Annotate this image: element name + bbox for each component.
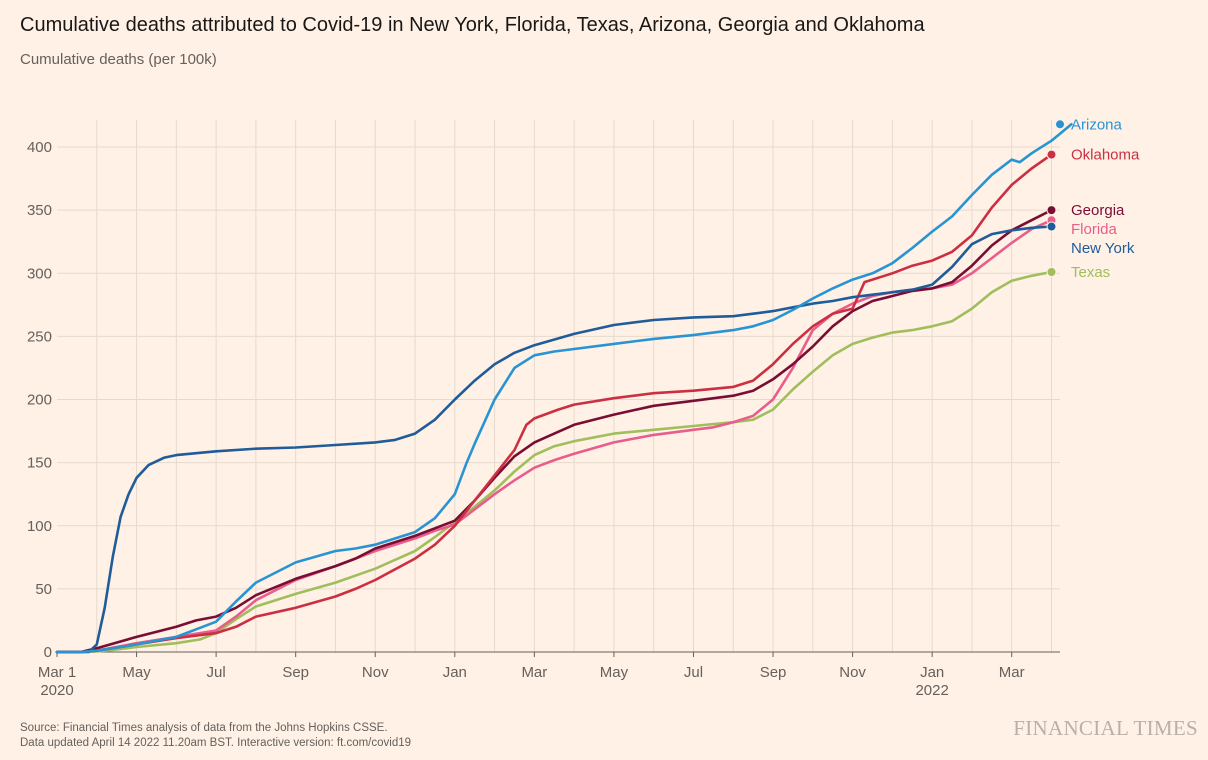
series-line-florida: [55, 218, 1053, 654]
y-tick-label: 200: [27, 392, 52, 409]
x-tick-label: May: [600, 664, 629, 681]
series-line-texas: [55, 270, 1053, 654]
x-tick-label: Nov: [362, 664, 389, 681]
series-line-oklahoma: [55, 153, 1053, 654]
y-tick-label: 100: [27, 518, 52, 535]
series-line-new-york: [55, 225, 1053, 654]
x-tick-label: Jul: [207, 664, 226, 681]
chart-title: Cumulative deaths attributed to Covid-19…: [20, 14, 925, 36]
x-tick-label: Mar: [521, 664, 547, 681]
series-end-dot-arizona: [1055, 119, 1065, 130]
x-tick-year-label: 2020: [40, 682, 73, 699]
x-tick-label: May: [122, 664, 151, 681]
source-note: Source: Financial Times analysis of data…: [20, 722, 388, 734]
x-tick-label: Jul: [684, 664, 703, 681]
x-tick-label: Jan: [443, 664, 467, 681]
series-end-dot-georgia: [1046, 205, 1057, 216]
series-label-oklahoma: Oklahoma: [1071, 147, 1140, 164]
x-tick-year-label: 2022: [915, 682, 948, 699]
y-tick-label: 250: [27, 328, 52, 345]
brand-logo: FINANCIAL TIMES: [1013, 716, 1198, 740]
x-tick-label: Sep: [282, 664, 309, 681]
y-tick-label: 150: [27, 455, 52, 472]
x-tick-label: Jan: [920, 664, 944, 681]
y-tick-label: 0: [44, 644, 52, 661]
series-line-georgia: [55, 208, 1053, 654]
series-end-dot-oklahoma: [1046, 149, 1057, 160]
series-label-georgia: Georgia: [1071, 202, 1125, 219]
series-end-dot-texas: [1046, 266, 1057, 277]
chart-subtitle: Cumulative deaths (per 100k): [20, 51, 217, 68]
series-label-texas: Texas: [1071, 264, 1110, 281]
update-note: Data updated April 14 2022 11.20am BST. …: [20, 737, 412, 749]
y-tick-label: 50: [35, 581, 52, 598]
series-label-florida: Florida: [1071, 221, 1118, 238]
series-line-arizona: [55, 123, 1073, 654]
y-tick-label: 400: [27, 139, 52, 156]
x-tick-label: Nov: [839, 664, 866, 681]
x-tick-label: Mar: [999, 664, 1025, 681]
x-tick-label: Sep: [760, 664, 787, 681]
y-tick-label: 350: [27, 202, 52, 219]
x-tick-label: Mar 1: [38, 664, 76, 681]
series-label-new-york: New York: [1071, 240, 1135, 257]
y-tick-label: 300: [27, 265, 52, 282]
series-end-dot-new-york: [1046, 221, 1057, 232]
series-label-arizona: Arizona: [1071, 116, 1123, 133]
chart-footer: Source: Financial Times analysis of data…: [20, 721, 411, 751]
